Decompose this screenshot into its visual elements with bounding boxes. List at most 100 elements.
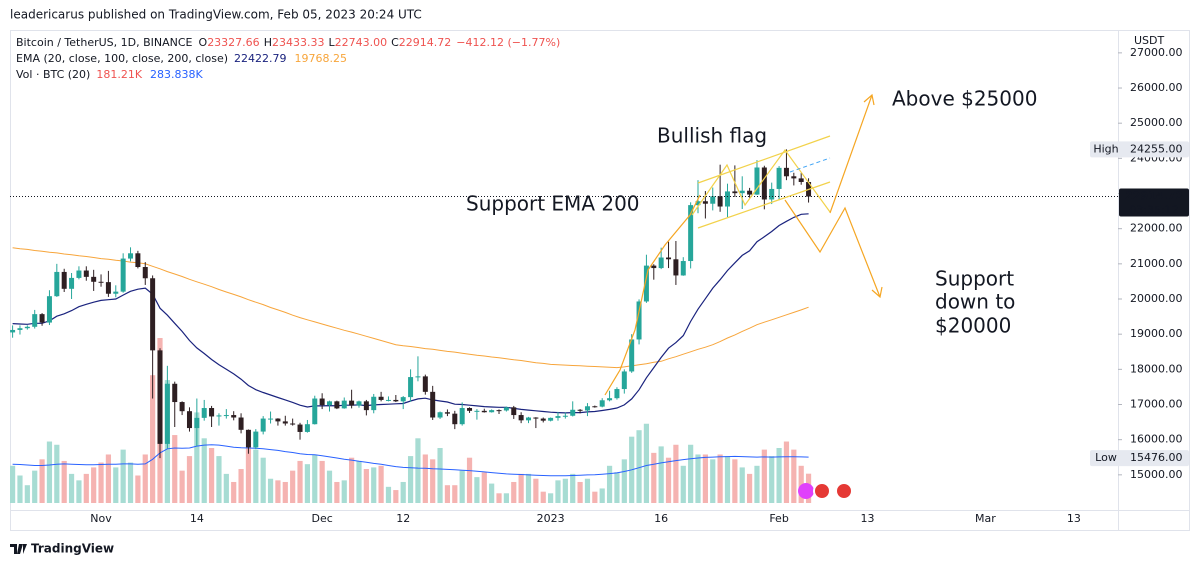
volume-bar: [584, 478, 591, 503]
candle-body: [209, 408, 215, 417]
volume-ma-value: 283.838K: [150, 68, 203, 81]
candle-body: [69, 277, 75, 289]
volume-bar: [326, 470, 333, 503]
ohlc-key: C: [391, 36, 399, 49]
candle-body: [584, 406, 590, 411]
volume-bar: [105, 454, 112, 503]
volume-bar: [172, 435, 178, 503]
candle-body: [356, 401, 362, 406]
candle-body: [489, 410, 495, 413]
legend-bg: [12, 34, 342, 84]
annotation: down to: [935, 290, 1015, 314]
volume-bar: [724, 456, 731, 503]
annotation: Support: [935, 267, 1014, 291]
x-tick-label: Feb: [769, 512, 788, 525]
x-tick-label: 16: [654, 512, 668, 525]
annotation: Bullish flag: [657, 124, 767, 148]
volume-bar: [179, 470, 185, 503]
y-tick-label: 16000.00: [1130, 433, 1183, 446]
annotation: Above $25000: [892, 87, 1037, 111]
y-tick-label: 18000.00: [1130, 362, 1183, 375]
volume-bar: [76, 480, 82, 503]
volume-bar: [113, 467, 119, 503]
candle-body: [231, 415, 237, 418]
candle-body: [518, 415, 524, 421]
candle-body: [526, 417, 531, 421]
volume-bar: [201, 438, 207, 503]
volume-bar: [437, 448, 443, 503]
candle-body: [179, 402, 185, 412]
volume-bar: [518, 473, 524, 503]
candle-body: [341, 400, 347, 409]
candle-body: [643, 265, 649, 302]
candle-body: [629, 339, 635, 372]
volume-bar: [592, 491, 598, 503]
volume-legend: Vol · BTC (20): [16, 68, 90, 81]
legend: Bitcoin / TetherUS, 1D, BINANCE O23327.66…: [12, 34, 560, 84]
currency: USDT: [1134, 34, 1165, 47]
volume-bar: [363, 469, 369, 503]
candle-body: [157, 350, 163, 444]
flag-projection: [789, 157, 831, 173]
candle-body: [673, 259, 679, 276]
candle-body: [39, 314, 45, 323]
volume-bar: [481, 472, 487, 503]
candle-body: [459, 408, 465, 425]
candle-body: [754, 167, 760, 195]
candle-body: [599, 400, 605, 407]
x-tick-label: 14: [190, 512, 204, 525]
candle-body: [636, 301, 642, 340]
x-tick-label: 2023: [537, 512, 565, 525]
footer-text: TradingView: [31, 542, 114, 556]
x-tick-label: Nov: [90, 512, 112, 525]
volume-bar: [525, 473, 532, 503]
drawings: [604, 93, 883, 396]
ohlc-key: O: [199, 36, 208, 49]
volume-bar: [304, 464, 310, 503]
candle-body: [91, 276, 97, 282]
volume-bar: [39, 459, 45, 503]
volume-bar: [17, 475, 23, 503]
volume-bar: [46, 441, 53, 503]
ema-value: 19768.25: [295, 52, 348, 65]
x-tick-label: 13: [861, 512, 875, 525]
candle-body: [393, 399, 399, 402]
volume-bar: [10, 465, 16, 503]
candle-body: [164, 383, 170, 444]
ema-value: 22422.79: [234, 52, 287, 65]
candle-body: [349, 400, 355, 406]
volume-bar: [761, 449, 767, 503]
candle-body: [76, 270, 82, 278]
volume-bar: [695, 454, 701, 503]
volume-bar: [783, 441, 790, 503]
volume-bar: [127, 462, 134, 503]
candle-body: [710, 196, 716, 204]
candle-body: [732, 191, 738, 194]
high-name: High: [1093, 142, 1118, 155]
candle-body: [371, 396, 377, 411]
candle-body: [312, 398, 318, 425]
volume-bar: [643, 423, 650, 503]
candle-body: [297, 424, 303, 432]
candle-body: [496, 410, 502, 412]
candle-body: [172, 383, 178, 403]
candle-body: [548, 417, 554, 421]
candle-body: [415, 376, 421, 378]
candle-body: [253, 431, 259, 448]
candle-body: [444, 412, 450, 414]
down-arrow: [784, 199, 881, 298]
candle-body: [61, 271, 67, 289]
low-label: 15476.00: [1130, 451, 1183, 464]
volume-bar: [606, 465, 613, 503]
volume-bar: [511, 481, 517, 503]
volume-bar: [407, 456, 414, 503]
flag-zigzag: [691, 148, 831, 216]
volume-bar: [688, 444, 694, 503]
volume-bar: [371, 467, 377, 503]
low-badge: [1090, 450, 1189, 467]
candle-body: [540, 418, 546, 421]
header: leadericarus published on TradingView.co…: [10, 8, 422, 22]
candle-body: [607, 398, 613, 401]
